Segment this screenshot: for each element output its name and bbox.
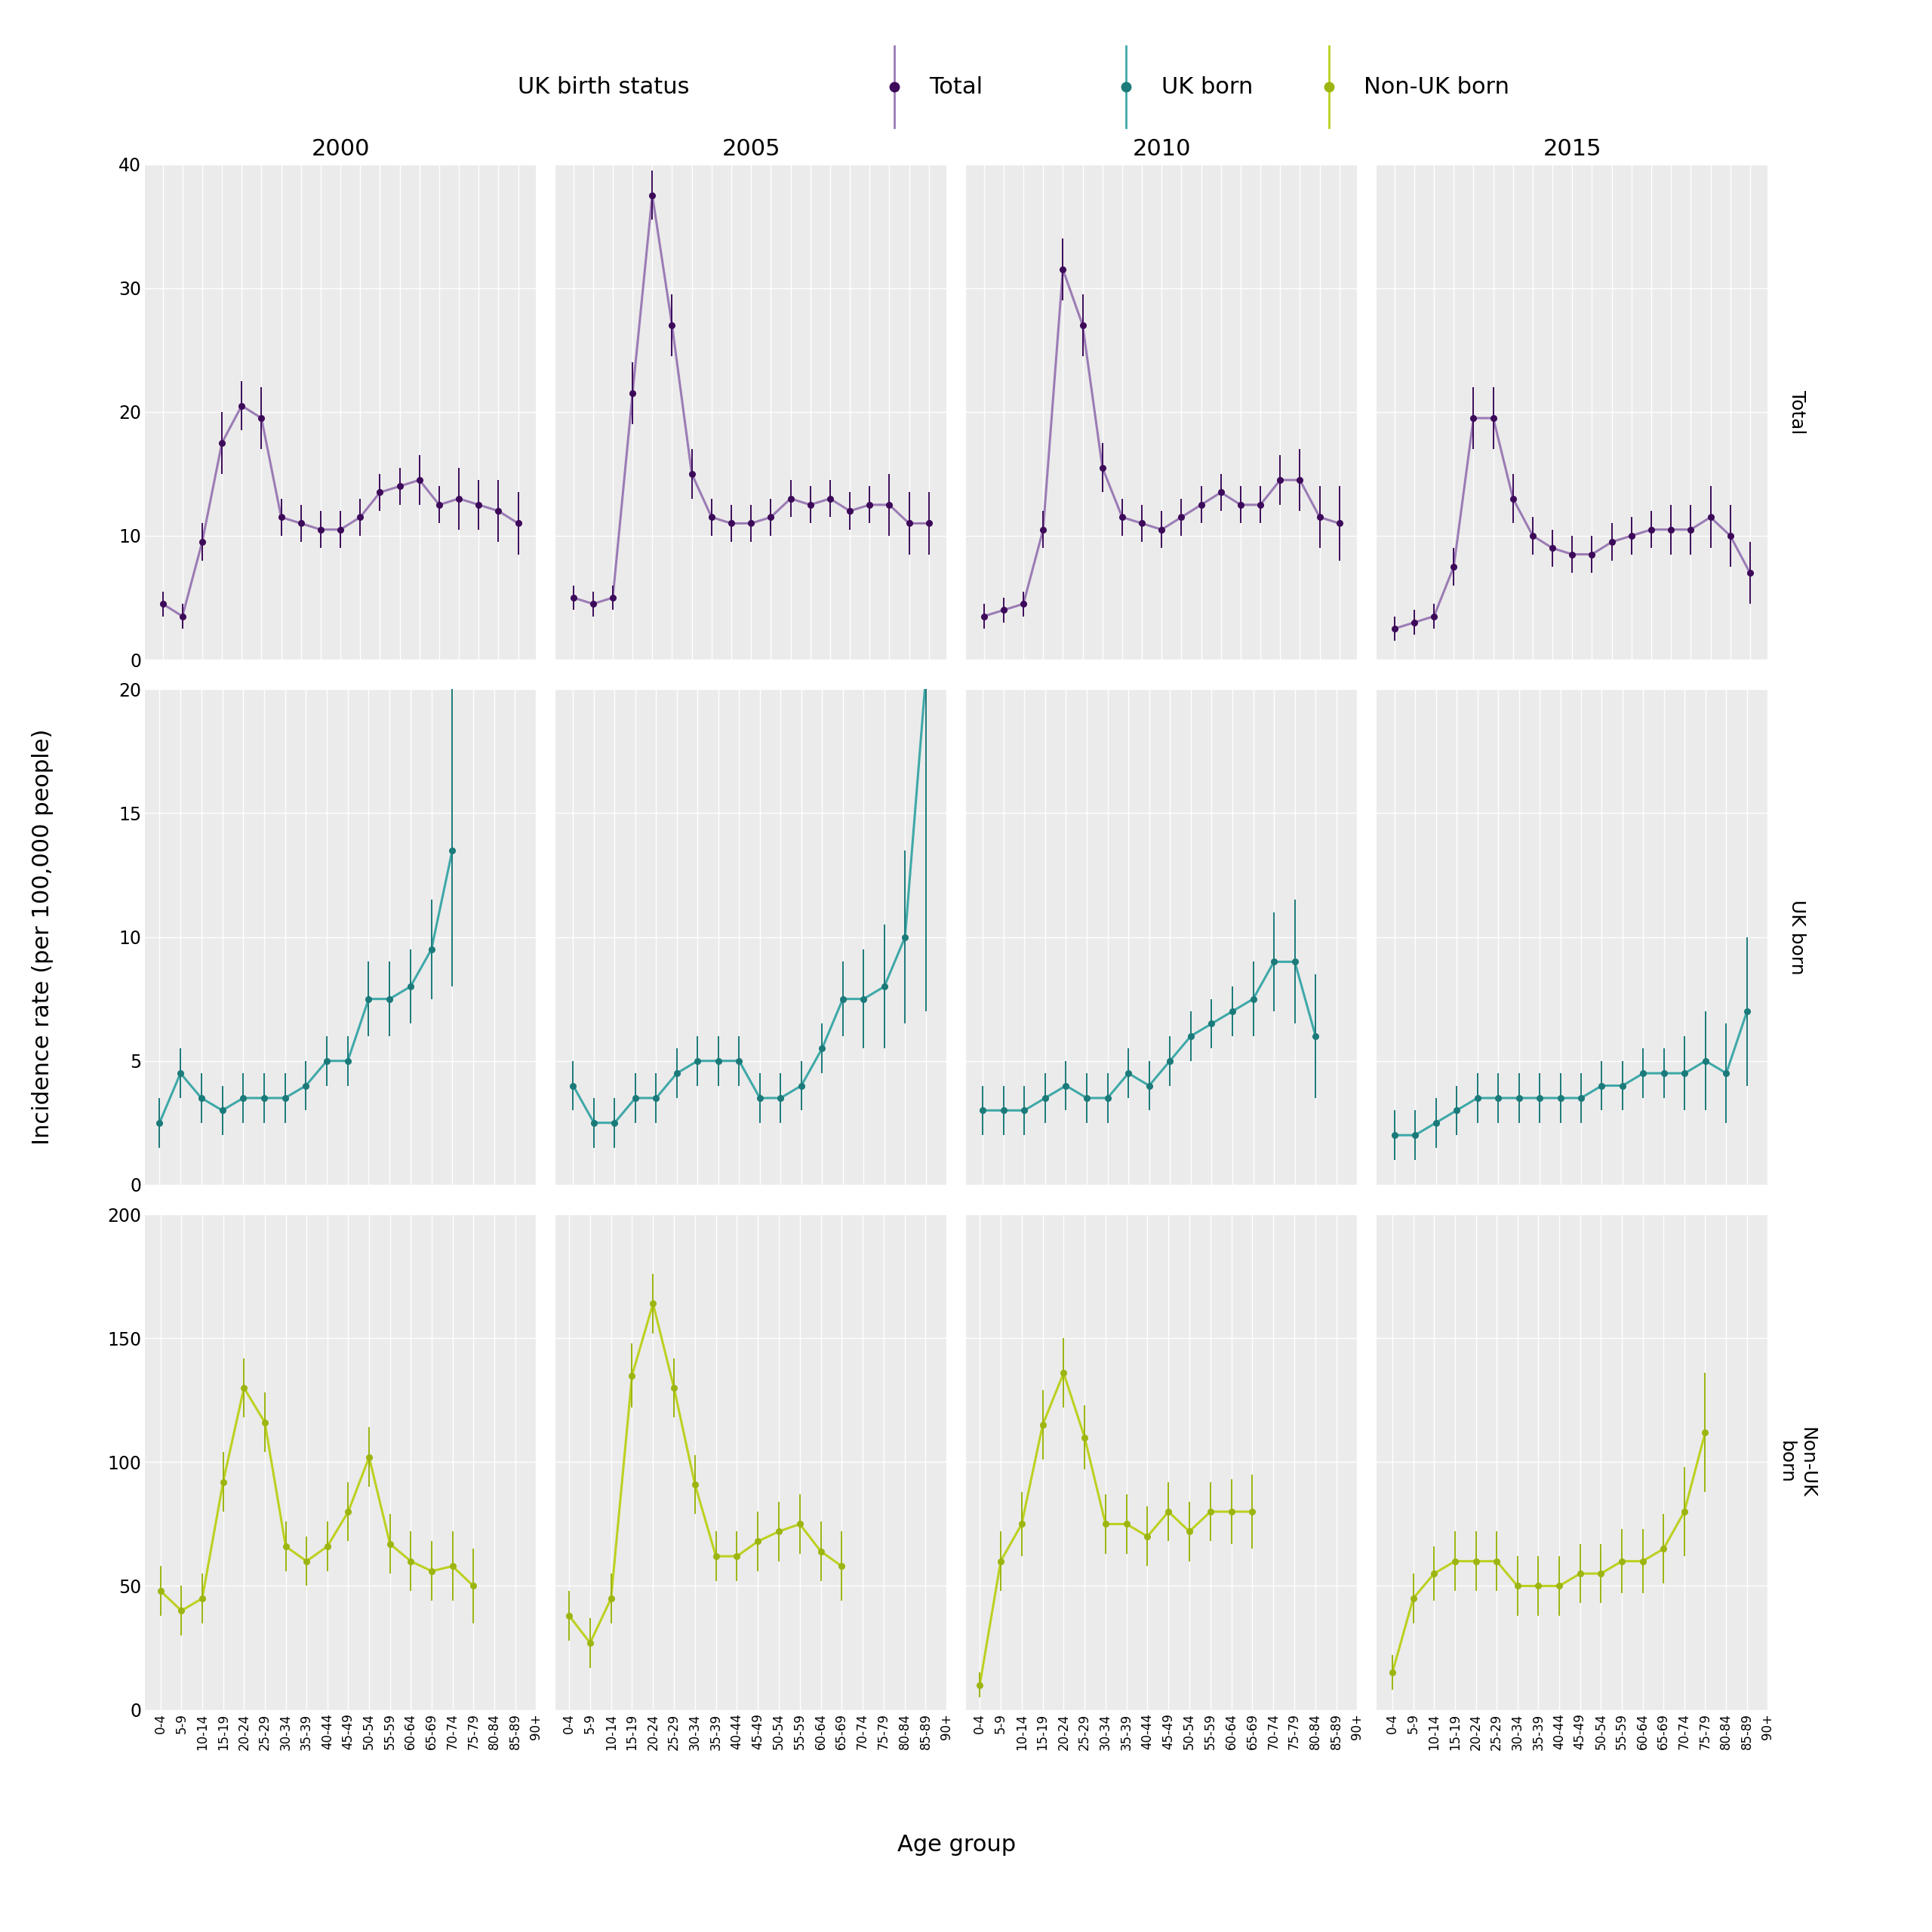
Title: 2015: 2015 bbox=[1544, 139, 1602, 160]
Text: Total: Total bbox=[929, 75, 983, 99]
Text: Non-UK born: Non-UK born bbox=[1364, 75, 1509, 99]
Text: UK birth status: UK birth status bbox=[518, 75, 690, 99]
Title: 2005: 2005 bbox=[723, 139, 781, 160]
Text: Incidence rate (per 100,000 people): Incidence rate (per 100,000 people) bbox=[31, 728, 54, 1146]
Text: Age group: Age group bbox=[896, 1833, 1016, 1857]
Title: 2000: 2000 bbox=[311, 139, 369, 160]
Text: Non-UK
born: Non-UK born bbox=[1777, 1426, 1816, 1497]
Text: UK born: UK born bbox=[1787, 900, 1806, 974]
Text: Total: Total bbox=[1787, 390, 1806, 435]
Title: 2010: 2010 bbox=[1132, 139, 1190, 160]
Text: UK born: UK born bbox=[1161, 75, 1252, 99]
